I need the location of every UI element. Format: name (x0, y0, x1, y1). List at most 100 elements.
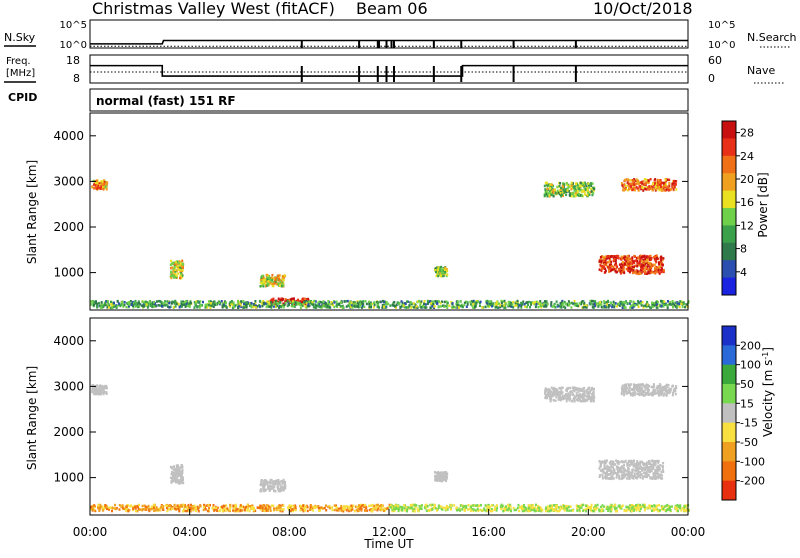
scatter-cell (656, 306, 658, 309)
scatter-cell (666, 509, 668, 512)
scatter-cell (111, 510, 113, 513)
scatter-cell (147, 506, 149, 509)
scatter-cell (631, 476, 633, 479)
scatter-cell (624, 263, 626, 266)
scatter-cell (175, 305, 177, 308)
scatter-cell (186, 300, 188, 303)
scatter-cell (91, 186, 93, 189)
scatter-cell (637, 179, 639, 182)
scatter-cell (97, 187, 99, 190)
scatter-cell (420, 300, 422, 303)
scatter-cell (100, 393, 102, 396)
scatter-cell (119, 508, 121, 511)
scatter-cell (685, 303, 687, 306)
scatter-cell (267, 509, 269, 512)
scatter-cell (582, 504, 584, 507)
scatter-cell (343, 505, 345, 508)
scatter-cell (592, 306, 594, 309)
scatter-cell (284, 485, 286, 488)
scatter-cell (672, 394, 674, 397)
scatter-cell (271, 283, 273, 286)
scatter-cell (261, 282, 263, 285)
scatter-cell (628, 474, 630, 477)
scatter-cell (621, 465, 623, 468)
scatter-cell (552, 393, 554, 396)
scatter-cell (320, 301, 322, 304)
scatter-cell (295, 509, 297, 512)
scatter-cell (127, 510, 129, 513)
scatter-cell (153, 510, 155, 513)
scatter-cell (647, 255, 649, 258)
scatter-cell (386, 301, 388, 304)
scatter-cell (490, 304, 492, 307)
scatter-cell (171, 266, 173, 269)
scatter-cell (573, 186, 575, 189)
scatter-cell (429, 307, 431, 310)
scatter-cell (594, 300, 596, 303)
scatter-cell (550, 303, 552, 306)
scatter-cell (560, 389, 562, 392)
scatter-cell (249, 510, 251, 513)
scatter-cell (682, 306, 684, 309)
scatter-cell (168, 508, 170, 511)
scatter-cell (251, 302, 253, 305)
scatter-cell (179, 269, 181, 272)
scatter-cell (91, 390, 93, 393)
scatter-cell (98, 392, 100, 395)
scatter-cell (664, 393, 666, 396)
scatter-cell (633, 266, 635, 269)
scatter-cell (396, 304, 398, 307)
colorbar-swatch (722, 225, 736, 243)
scatter-cell (184, 303, 186, 306)
scatter-cell (117, 305, 119, 308)
scatter-cell (438, 306, 440, 309)
scatter-cell (307, 506, 309, 509)
scatter-cell (577, 190, 579, 193)
scatter-cell (627, 467, 629, 470)
scatter-cell (634, 304, 636, 307)
scatter-cell (282, 299, 284, 302)
scatter-cell (195, 302, 197, 305)
scatter-cell (599, 268, 601, 271)
scatter-cell (574, 190, 576, 193)
scatter-cell (648, 394, 650, 397)
scatter-cell (623, 257, 625, 260)
scatter-cell (643, 391, 645, 394)
scatter-cell (424, 306, 426, 309)
scatter-cell (618, 469, 620, 472)
scatter-cell (544, 194, 546, 197)
scatter-cell (649, 263, 651, 266)
scatter-cell (434, 300, 436, 303)
scatter-cell (215, 507, 217, 510)
scatter-cell (625, 460, 627, 463)
scatter-cell (584, 306, 586, 309)
scatter-cell (642, 189, 644, 192)
scatter-cell (158, 304, 160, 307)
scatter-cell (547, 192, 549, 195)
scatter-cell (658, 271, 660, 274)
scatter-cell (664, 385, 666, 388)
scatter-cell (310, 506, 312, 509)
scatter-cell (208, 504, 210, 507)
scatter-cell (338, 509, 340, 512)
scatter-cell (611, 476, 613, 479)
scatter-cell (186, 510, 188, 513)
scatter-cell (149, 301, 151, 304)
scatter-cell (195, 510, 197, 512)
scatter-cell (571, 302, 573, 305)
scatter-cell (656, 460, 658, 463)
scatter-cell (103, 183, 105, 186)
scatter-cell (570, 306, 572, 309)
scatter-cell (264, 510, 266, 513)
scatter-cell (605, 476, 607, 479)
scatter-cell (629, 387, 631, 390)
scatter-cell (202, 301, 204, 304)
scatter-cell (420, 306, 422, 309)
noise-panel (90, 20, 688, 48)
scatter-cell (455, 306, 457, 309)
scatter-cell (168, 302, 170, 305)
scatter-cell (171, 302, 173, 305)
scatter-cell (401, 507, 403, 510)
scatter-cell (242, 306, 244, 309)
scatter-cell (549, 395, 551, 398)
